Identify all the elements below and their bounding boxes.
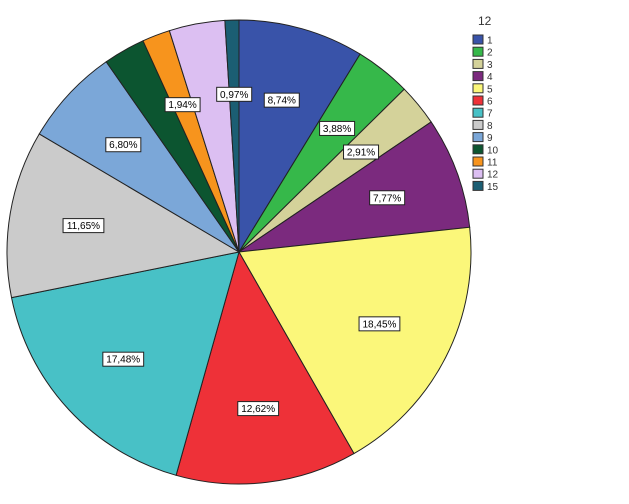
legend-label-3: 3 xyxy=(487,60,493,71)
legend-label-11: 11 xyxy=(487,158,498,169)
data-label-15: 0,97% xyxy=(216,86,253,102)
pie-slice-8 xyxy=(6,133,241,299)
data-label-box-8 xyxy=(62,218,105,234)
legend-swatch-6 xyxy=(472,95,484,106)
data-label-text-9: 6,80% xyxy=(109,140,137,151)
data-label-box-7 xyxy=(102,351,145,367)
data-label-11: 1,94% xyxy=(164,97,201,113)
legend-swatch-7 xyxy=(472,107,484,118)
legend-label-9: 9 xyxy=(487,133,493,144)
legend-swatch-4 xyxy=(472,71,484,82)
pie-slice-1 xyxy=(238,19,361,254)
legend-item-5: 5 xyxy=(472,83,493,95)
data-label-text-6: 12,62% xyxy=(241,404,275,415)
data-label-box-15 xyxy=(216,86,253,102)
legend-item-11: 11 xyxy=(472,156,498,169)
data-label-box-6 xyxy=(237,401,280,417)
data-label-9: 6,80% xyxy=(105,137,142,153)
pie-slice-5 xyxy=(238,226,472,455)
pie-slice-15 xyxy=(224,19,240,253)
legend-label-12: 12 xyxy=(487,170,499,181)
legend-item-9: 9 xyxy=(472,132,493,144)
data-label-box-4 xyxy=(369,190,406,206)
data-label-text-4: 7,77% xyxy=(373,193,401,204)
legend-item-7: 7 xyxy=(472,107,493,120)
legend-swatch-1 xyxy=(472,34,484,45)
legend-label-7: 7 xyxy=(487,109,493,120)
legend-swatch-11 xyxy=(472,156,484,167)
legend-swatch-15 xyxy=(472,180,484,191)
legend-item-3: 3 xyxy=(472,58,493,71)
legend-label-6: 6 xyxy=(487,97,493,108)
data-label-text-15: 0,97% xyxy=(220,90,248,101)
legend-label-15: 15 xyxy=(487,182,499,193)
legend-swatch-3 xyxy=(472,58,484,69)
legend-item-2: 2 xyxy=(472,46,493,59)
data-label-text-1: 8,74% xyxy=(268,96,296,107)
pie-slices xyxy=(6,19,472,485)
legend-item-12: 12 xyxy=(472,168,499,181)
legend-swatch-2 xyxy=(472,46,484,57)
data-label-box-3 xyxy=(343,144,380,160)
data-label-box-9 xyxy=(105,137,142,153)
legend-item-4: 4 xyxy=(472,71,493,83)
data-label-box-1 xyxy=(263,92,300,108)
data-label-box-11 xyxy=(164,97,201,113)
legend-swatch-8 xyxy=(472,119,484,130)
legend-swatch-12 xyxy=(472,168,484,179)
pie-slice-4 xyxy=(238,121,471,253)
data-label-box-2 xyxy=(319,120,356,136)
legend-item-1: 1 xyxy=(472,34,493,47)
legend-item-6: 6 xyxy=(472,95,493,108)
legend-item-8: 8 xyxy=(472,119,493,132)
legend-label-8: 8 xyxy=(487,121,493,132)
data-label-box-5 xyxy=(358,316,401,332)
data-label-5: 18,45% xyxy=(358,316,401,332)
legend-item-15: 15 xyxy=(472,180,499,193)
legend-label-10: 10 xyxy=(487,145,499,156)
data-label-text-11: 1,94% xyxy=(168,100,196,111)
legend-label-5: 5 xyxy=(487,84,493,95)
legend-item-10: 10 xyxy=(472,144,499,156)
legend-label-4: 4 xyxy=(487,72,493,83)
data-label-2: 3,88% xyxy=(319,120,356,136)
data-label-text-3: 2,91% xyxy=(347,148,375,159)
data-label-4: 7,77% xyxy=(369,190,406,206)
data-label-6: 12,62% xyxy=(237,401,280,417)
legend-swatch-10 xyxy=(472,144,484,155)
pie-slice-6 xyxy=(175,250,355,485)
legend-swatch-9 xyxy=(472,132,484,143)
data-label-text-8: 11,65% xyxy=(67,221,100,232)
data-label-text-5: 18,45% xyxy=(362,319,396,330)
data-label-text-7: 17,48% xyxy=(106,355,140,366)
data-label-8: 11,65% xyxy=(62,218,105,234)
legend-label-2: 2 xyxy=(487,48,493,59)
pie-data-labels: 8,74% 3,88% 2,91% 7,77% 18,45% 12,62% 17,48% 11… xyxy=(62,86,406,417)
legend-swatch-5 xyxy=(472,83,484,94)
data-label-3: 2,91% xyxy=(343,144,380,160)
legend-label-1: 1 xyxy=(487,36,493,47)
data-label-1: 8,74% xyxy=(263,92,300,108)
legend-title: 12 xyxy=(478,14,492,28)
data-label-text-2: 3,88% xyxy=(323,124,351,135)
data-label-7: 17,48% xyxy=(102,351,145,367)
